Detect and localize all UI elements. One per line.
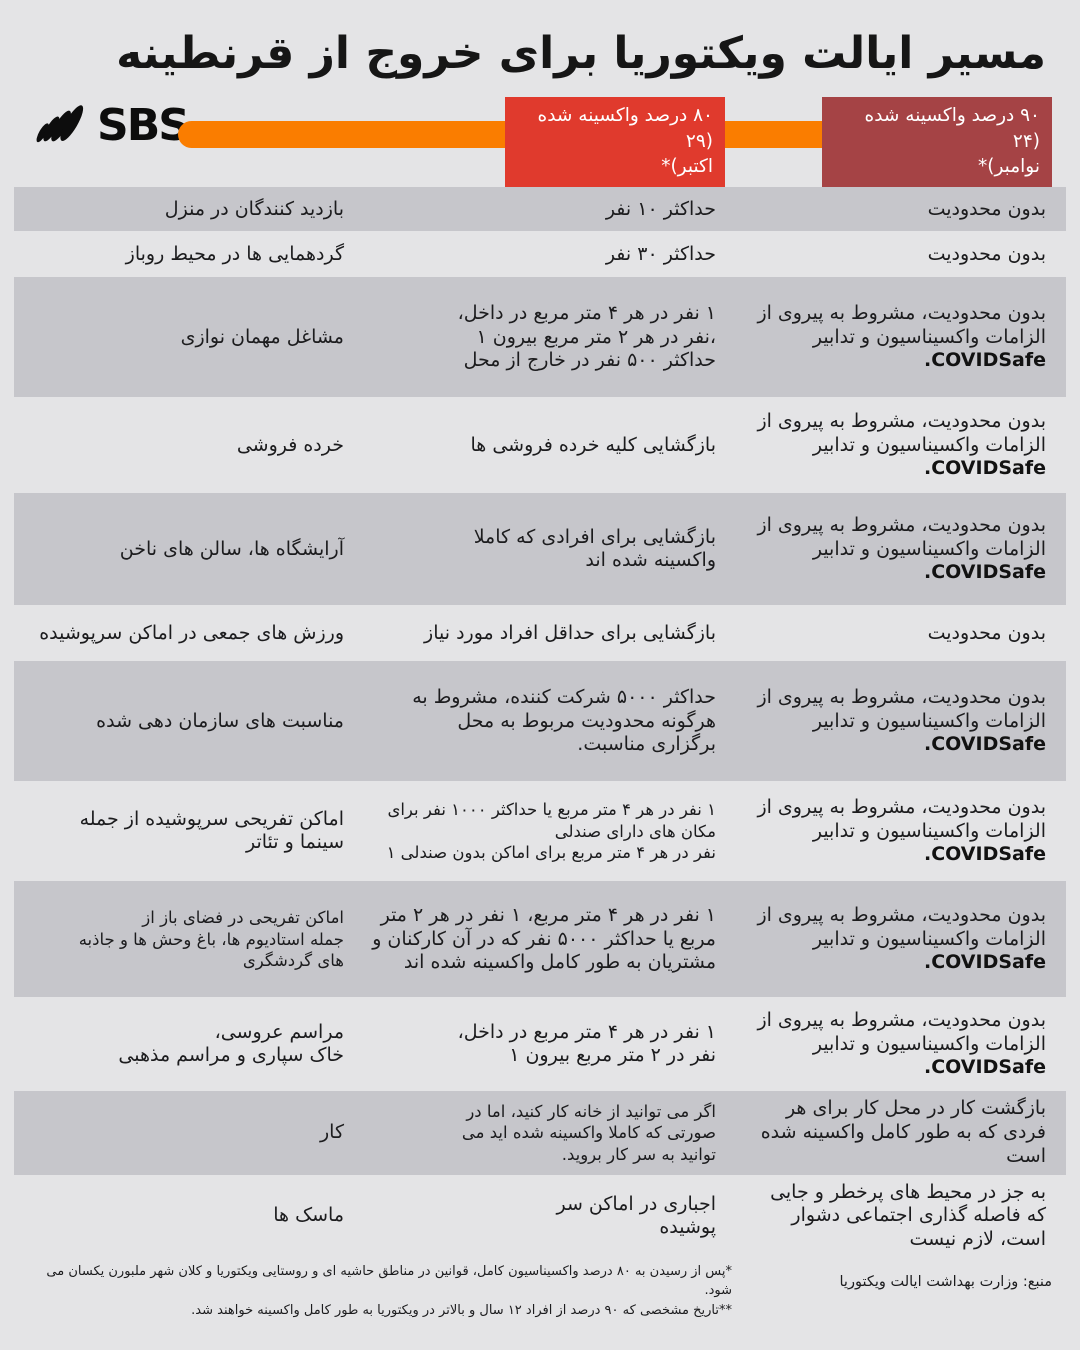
category-cell: آرایشگاه ها، سالن های ناخن [119,537,344,560]
restrictions-table: بدون محدودیت حداکثر ۱۰ نفر بازدید کنندگا… [14,187,1066,1258]
covidsafe-label: COVIDSafe. [923,843,1046,866]
footnote-80: *پس از رسیدن به ۸۰ درصد واکسیناسیون کامل… [46,1263,732,1299]
table-row: بدون محدودیت، مشروط به پیروی از الزامات … [14,277,1066,398]
table-row: بدون محدودیت، مشروط به پیروی از الزامات … [14,881,1066,998]
milestone-90-cell: بدون محدودیت، مشروط به پیروی از الزامات … [716,680,1046,763]
milestone-80-cell: حداکثر ۳۰ نفر [605,242,716,265]
covidsafe-label: COVIDSafe. [923,951,1046,974]
category-cell: اماکن تفریحی سرپوشیده از جمله سینما و تئ… [79,807,344,854]
milestone-80-cell: اجباری در اماکن سر پوشیده [556,1192,716,1239]
milestone-90-cell: بدون محدودیت، مشروط به پیروی از الزامات … [716,404,1046,487]
milestone-80-cell: حداکثر ۵۰۰۰ شرکت کننده، مشروط به هرگونه … [412,685,716,756]
covidsafe-label: COVIDSafe. [923,561,1046,584]
category-cell: اماکن تفریحی در فضای باز از جمله استادیو… [78,908,344,971]
table-row: بدون محدودیت حداکثر ۱۰ نفر بازدید کنندگا… [14,187,1066,232]
category-cell: بازدید کنندگان در منزل [164,197,344,220]
table-row: بدون محدودیت، مشروط به پیروی از الزامات … [14,661,1066,782]
milestone-80-cell: ۱ نفر در هر ۴ متر مربع یا حداکثر ۱۰۰۰ نف… [386,800,716,863]
milestone-90-cell: بدون محدودیت [927,197,1046,220]
sbs-mercator-icon [33,97,95,155]
footnote-90: **تاریخ مشخصی که ۹۰ درصد از افراد ۱۲ سال… [191,1302,732,1318]
category-cell: مناسبت های سازمان دهی شده [96,709,344,732]
table-row: بازگشت کار در محل کار برای هر فردی که به… [14,1091,1066,1175]
milestone-90-cell: بدون محدودیت [927,242,1046,265]
milestone-90-badge: ۹۰ درصد واکسینه شده (۲۴ نوامبر)* [822,97,1052,187]
category-cell: ورزش های جمعی در اماکن سرپوشیده [39,621,344,644]
category-cell: ماسک ها [273,1204,344,1227]
milestone-90-cell: بدون محدودیت، مشروط به پیروی از الزامات … [716,1003,1046,1086]
table-row: بدون محدودیت، مشروط به پیروی از الزامات … [14,781,1066,881]
milestone-80-badge: ۸۰ درصد واکسینه شده (۲۹ اکتبر)* [505,97,725,187]
covidsafe-label: COVIDSafe. [923,457,1046,480]
milestone-90-cell: بدون محدودیت، مشروط به پیروی از الزامات … [716,296,1046,379]
table-row: بدون محدودیت، مشروط به پیروی از الزامات … [14,397,1066,493]
milestone-90-cell: بدون محدودیت [927,621,1046,644]
page-title: مسیر ایالت ویکتوریا برای خروج از قرنطینه [116,28,1046,79]
milestone-80-cell: بازگشایی برای حداقل افراد مورد نیاز [424,621,716,644]
timeline-header: SBS ۸۰ درصد واکسینه شده (۲۹ اکتبر)* ۹۰ د… [0,93,1080,187]
sbs-wordmark: SBS [97,100,190,152]
milestone-80-cell: ۱ نفر در هر ۴ متر مربع در داخل، ،نفر در … [457,301,716,372]
milestone-90-cell: بدون محدودیت، مشروط به پیروی از الزامات … [716,898,1046,981]
category-cell: گردهمایی ها در محیط روباز [125,242,344,265]
category-cell: کار [319,1121,344,1144]
source-credit: منبع: وزارت بهداشت ایالت ویکتوریا [839,1273,1053,1290]
milestone-90-cell: به جز در محیط های پرخطر و جایی که فاصله … [770,1180,1046,1251]
milestone-80-cell: ۱ نفر در هر ۴ متر مربع در داخل، نفر در ۲… [457,1020,716,1067]
table-row: بدون محدودیت بازگشایی برای حداقل افراد م… [14,605,1066,661]
covidsafe-label: COVIDSafe. [923,1056,1046,1079]
milestone-80-cell: اگر می توانید از خانه کار کنید، اما در ص… [461,1101,716,1164]
category-cell: خرده فروشی [236,433,344,456]
category-cell: مشاغل مهمان نوازی [180,325,344,348]
milestone-90-cell: بدون محدودیت، مشروط به پیروی از الزامات … [716,508,1046,591]
milestone-80-cell: بازگشایی کلیه خرده فروشی ها [470,433,716,456]
milestone-90-cell: بازگشت کار در محل کار برای هر فردی که به… [760,1097,1046,1167]
category-cell: مراسم عروسی، خاک سپاری و مراسم مذهبی [118,1020,344,1067]
footer: منبع: وزارت بهداشت ایالت ویکتوریا *پس از… [36,1262,1052,1321]
table-row: بدون محدودیت، مشروط به پیروی از الزامات … [14,997,1066,1091]
table-row: بدون محدودیت حداکثر ۳۰ نفر گردهمایی ها د… [14,231,1066,277]
covidsafe-label: COVIDSafe. [923,349,1046,372]
footnotes: *پس از رسیدن به ۸۰ درصد واکسیناسیون کامل… [36,1262,732,1321]
covidsafe-label: COVIDSafe. [923,733,1046,756]
sbs-logo: SBS [33,97,190,155]
milestone-80-cell: بازگشایی برای افرادی که کاملا واکسینه شد… [473,525,716,572]
table-row: بدون محدودیت، مشروط به پیروی از الزامات … [14,493,1066,606]
table-row: به جز در محیط های پرخطر و جایی که فاصله … [14,1175,1066,1258]
milestone-80-cell: حداکثر ۱۰ نفر [605,197,716,220]
milestone-80-cell: ۱ نفر در هر ۴ متر مربع، ۱ نفر در هر ۲ مت… [372,903,716,974]
milestone-90-cell: بدون محدودیت، مشروط به پیروی از الزامات … [716,790,1046,873]
